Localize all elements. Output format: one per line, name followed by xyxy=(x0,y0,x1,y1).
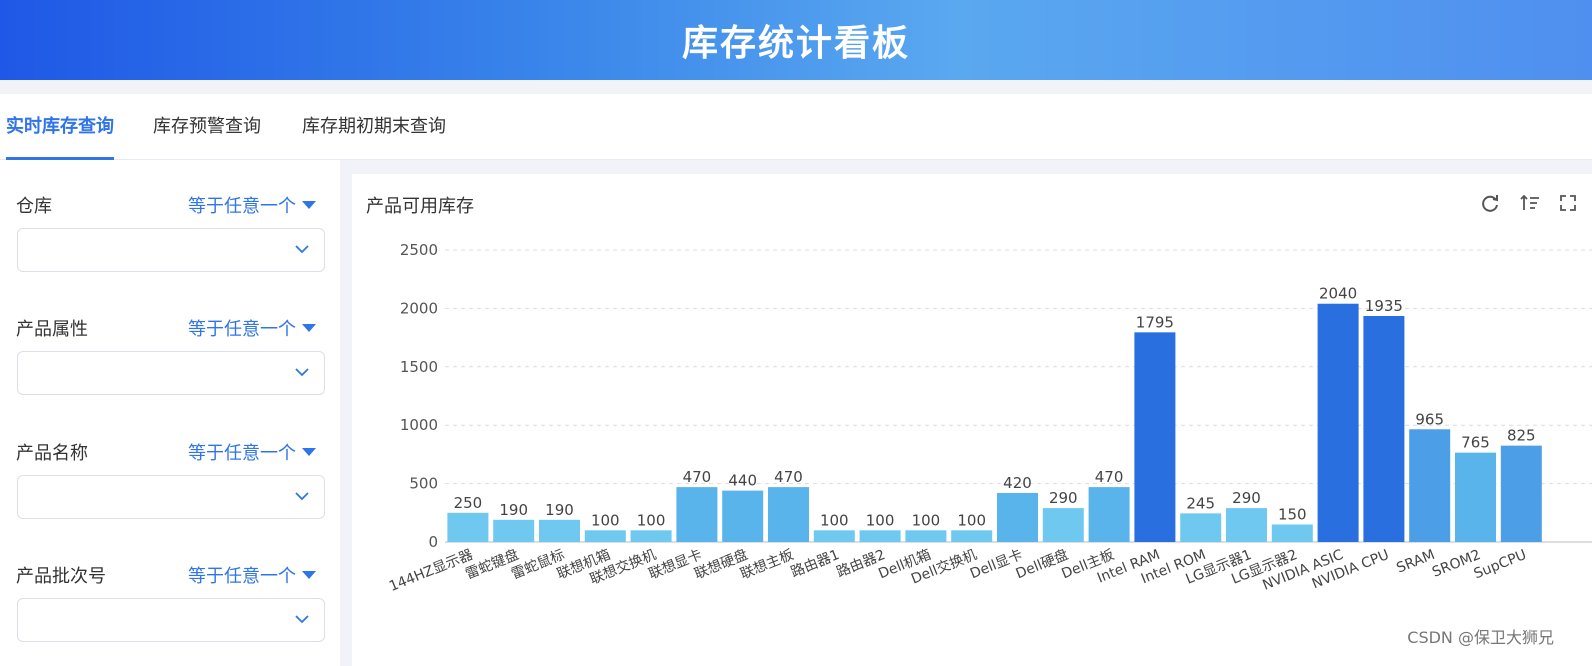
product-name-select[interactable] xyxy=(17,475,325,519)
bar xyxy=(859,530,901,542)
filter-sidebar: 仓库 等于任意一个 产品属性 等于任意一个 产品名称 等于任意一个 产品批次号 xyxy=(0,160,340,666)
data-label: 100 xyxy=(591,511,620,529)
data-label: 825 xyxy=(1507,427,1536,445)
panel-title: 产品可用库存 xyxy=(366,196,474,217)
operator-label: 等于任意一个 xyxy=(188,566,296,587)
operator-label: 等于任意一个 xyxy=(188,319,296,340)
data-label: 250 xyxy=(454,494,483,512)
bar xyxy=(676,487,718,542)
x-tick-label: SRAM xyxy=(1394,547,1437,577)
operator-dropdown[interactable]: 等于任意一个 xyxy=(188,192,316,218)
data-label: 290 xyxy=(1049,489,1078,507)
data-label: 100 xyxy=(820,511,849,529)
data-label: 440 xyxy=(728,472,757,490)
y-tick-label: 500 xyxy=(409,475,438,493)
bar xyxy=(447,512,489,542)
sort-icon[interactable] xyxy=(1519,192,1541,214)
bar xyxy=(768,487,809,542)
tab-bar: 实时库存查询 库存预警查询 库存期初期末查询 xyxy=(0,94,1592,160)
x-tick-label: 联想主板 xyxy=(738,547,796,583)
data-label: 100 xyxy=(957,511,986,529)
data-label: 1935 xyxy=(1365,297,1403,315)
fullscreen-icon[interactable] xyxy=(1557,192,1579,214)
chevron-down-icon xyxy=(295,368,309,377)
tab-realtime-inventory[interactable]: 实时库存查询 xyxy=(6,94,114,160)
bar xyxy=(813,530,855,542)
x-tick-label: SupCPU xyxy=(1472,547,1529,582)
caret-down-icon xyxy=(302,201,316,209)
operator-label: 等于任意一个 xyxy=(188,443,296,464)
bar xyxy=(1271,524,1313,542)
bar xyxy=(1180,513,1222,542)
filter-label: 仓库 xyxy=(16,196,52,217)
data-label: 1795 xyxy=(1136,313,1174,331)
y-tick-label: 1500 xyxy=(400,358,438,376)
bar xyxy=(539,519,580,542)
bar xyxy=(584,530,626,542)
data-label: 190 xyxy=(499,501,528,519)
data-label: 100 xyxy=(866,511,895,529)
data-label: 150 xyxy=(1278,505,1307,523)
data-label: 965 xyxy=(1415,410,1444,428)
bar xyxy=(1363,315,1405,542)
operator-dropdown[interactable]: 等于任意一个 xyxy=(188,562,316,588)
operator-label: 等于任意一个 xyxy=(188,196,296,217)
product-attribute-select[interactable] xyxy=(17,351,325,395)
bar xyxy=(722,490,764,542)
chevron-down-icon xyxy=(295,492,309,501)
bar xyxy=(1042,508,1084,542)
product-batch-select[interactable] xyxy=(17,598,325,642)
caret-down-icon xyxy=(302,448,316,456)
app-header: 库存统计看板 xyxy=(0,0,1592,80)
tab-inventory-warning[interactable]: 库存预警查询 xyxy=(153,116,261,137)
bar xyxy=(1455,452,1496,542)
refresh-icon[interactable] xyxy=(1479,192,1501,214)
chevron-down-icon xyxy=(295,615,309,624)
data-label: 100 xyxy=(637,511,666,529)
filter-label: 产品属性 xyxy=(16,319,88,340)
data-label: 245 xyxy=(1186,494,1215,512)
tab-inventory-period[interactable]: 库存期初期末查询 xyxy=(302,116,446,137)
y-tick-label: 2000 xyxy=(400,299,438,317)
y-tick-label: 0 xyxy=(428,533,438,551)
bar xyxy=(951,530,993,542)
data-label: 470 xyxy=(774,468,803,486)
bar xyxy=(1134,332,1176,542)
y-tick-label: 2500 xyxy=(400,241,438,259)
data-label: 290 xyxy=(1232,489,1261,507)
data-label: 470 xyxy=(683,468,712,486)
data-label: 100 xyxy=(912,511,941,529)
bar xyxy=(905,530,947,542)
bar xyxy=(1500,445,1542,542)
filter-label: 产品批次号 xyxy=(16,566,106,587)
bar xyxy=(1088,487,1130,542)
bar xyxy=(493,519,535,542)
page-title: 库存统计看板 xyxy=(681,23,910,64)
y-tick-label: 1000 xyxy=(400,416,438,434)
caret-down-icon xyxy=(302,571,316,579)
watermark: CSDN @保卫大狮兄 xyxy=(1407,628,1554,647)
data-label: 765 xyxy=(1461,434,1490,452)
chevron-down-icon xyxy=(295,245,309,254)
bar-chart: 05001000150020002500250144HZ显示器190雷蛇键盘19… xyxy=(387,241,1592,595)
x-tick-label: 144HZ显示器 xyxy=(387,547,475,595)
data-label: 2040 xyxy=(1319,285,1357,303)
data-label: 470 xyxy=(1095,468,1124,486)
operator-dropdown[interactable]: 等于任意一个 xyxy=(188,315,316,341)
caret-down-icon xyxy=(302,324,316,332)
warehouse-select[interactable] xyxy=(17,228,325,272)
bar xyxy=(997,492,1038,542)
bar xyxy=(1409,429,1451,542)
data-label: 420 xyxy=(1003,474,1032,492)
filter-label: 产品名称 xyxy=(16,443,88,464)
bar xyxy=(1226,508,1267,542)
chart-panel: 0 500 1000 1500 2000 2500 250 144HZ显示器 190 雷蛇键盘 19… xyxy=(352,174,1592,666)
operator-dropdown[interactable]: 等于任意一个 xyxy=(188,439,316,465)
data-label: 190 xyxy=(545,501,574,519)
x-tick-label: 路由器1 xyxy=(789,547,842,581)
bar xyxy=(1317,303,1359,542)
bar xyxy=(630,530,672,542)
